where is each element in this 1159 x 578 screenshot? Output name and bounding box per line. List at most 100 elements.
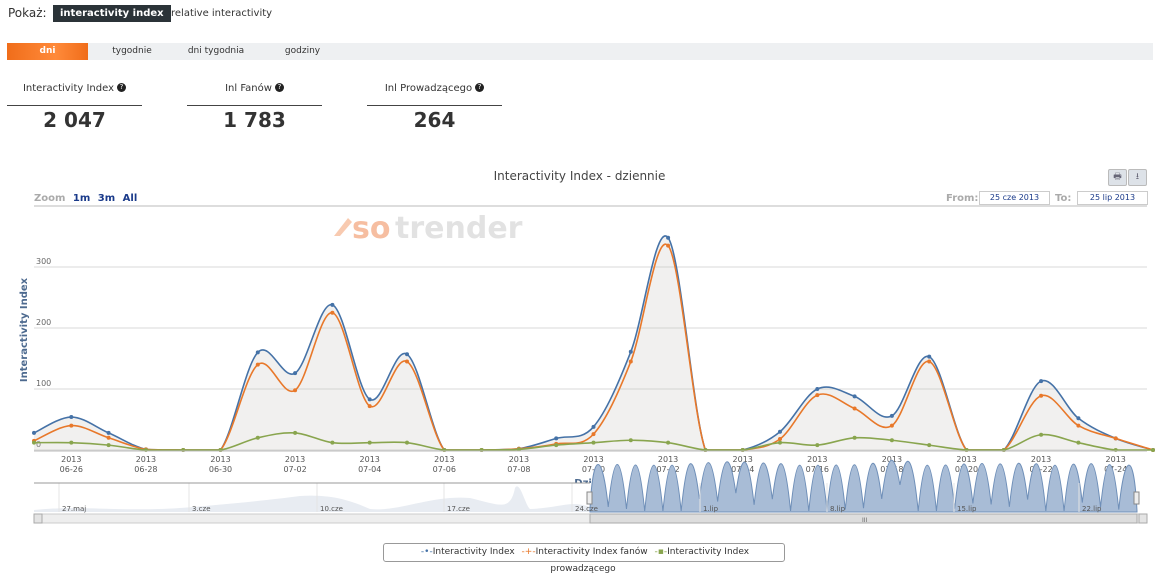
x-tick-label: 06-28 — [134, 465, 157, 474]
x-tick-label: 2013 — [956, 455, 976, 464]
x-tick-label: 2013 — [583, 455, 603, 464]
x-tick-label: 07-24 — [1104, 465, 1127, 474]
tab-dni-tygodnia[interactable]: dni tygodnia — [187, 46, 245, 56]
navigator-area-out — [34, 486, 590, 512]
navigator-label: 24.cze — [575, 505, 598, 513]
legend-marker-icon: -+- — [521, 547, 536, 557]
data-point — [405, 359, 409, 364]
navigator-label: 17.cze — [447, 505, 470, 513]
x-tick-label: 07-04 — [358, 465, 381, 474]
zoom-3m-button[interactable]: 3m — [97, 193, 116, 204]
to-date-input[interactable]: 25 lip 2013 — [1077, 191, 1148, 205]
data-point — [367, 404, 372, 409]
help-icon[interactable]: ? — [475, 83, 485, 92]
navigator-label: 8.lip — [830, 505, 846, 513]
x-tick-label: 2013 — [658, 455, 678, 464]
stat-value: 264 — [413, 108, 456, 132]
stat-label: Inl Prowadzącego — [384, 83, 473, 94]
x-tick-label: 2013 — [285, 455, 305, 464]
data-point — [405, 440, 409, 445]
help-icon[interactable]: ? — [117, 83, 127, 92]
zoom-1m-button[interactable]: 1m — [72, 193, 91, 204]
x-tick-label: 2013 — [434, 455, 454, 464]
data-point — [554, 436, 559, 441]
navigator-label: 1.lip — [703, 505, 719, 513]
data-point — [666, 243, 671, 248]
interactivity-index-button[interactable]: interactivity index — [53, 5, 171, 22]
tab-godziny[interactable]: godziny — [284, 46, 321, 56]
data-point — [330, 440, 335, 445]
zoom-all-button[interactable]: All — [122, 193, 138, 204]
series-line — [33, 235, 1154, 451]
legend-marker-icon: -▪- — [654, 547, 668, 557]
navigator[interactable]: 27.maj 3.cze 10.cze 17.cze 24.cze 1.lip 8.lip 1… — [33, 459, 1148, 524]
x-tick-label: 07-12 — [656, 465, 679, 474]
tab-dni[interactable]: dni — [7, 43, 88, 60]
navigator-label: 15.lip — [957, 505, 977, 513]
stat-label: Inl Fanów — [225, 83, 272, 94]
legend-item-fanow[interactable]: -+-Interactivity Index fanów — [521, 547, 648, 557]
data-point — [666, 235, 671, 240]
data-point — [293, 430, 298, 435]
data-point — [32, 430, 36, 435]
data-point — [591, 432, 596, 437]
zoom-label: Zoom — [34, 193, 66, 204]
data-point — [255, 435, 260, 440]
x-tick-label: 07-22 — [1029, 465, 1052, 474]
data-point — [293, 388, 298, 393]
data-point — [106, 430, 111, 435]
x-tick-label: 2013 — [360, 455, 380, 464]
data-point — [852, 435, 857, 440]
scrollbar-thumb — [589, 513, 1138, 524]
stat-value: 2 047 — [43, 108, 106, 132]
data-point — [1151, 448, 1155, 452]
data-point — [1039, 432, 1044, 437]
x-tick-label: 07-08 — [507, 465, 530, 474]
x-tick-label: 07-10 — [582, 465, 605, 474]
data-point — [1039, 393, 1044, 398]
x-tick-label: 2013 — [61, 455, 81, 464]
help-icon[interactable]: ? — [274, 83, 284, 92]
zoom-selector: Zoom 1m 3m All — [34, 193, 141, 204]
scroll-left-button — [33, 513, 43, 524]
stat-label: Interactivity Index — [22, 83, 115, 94]
interactivity-chart: so trender 0100200300 201306-26201306-28… — [19, 205, 1155, 524]
data-point — [293, 371, 298, 376]
data-point — [591, 440, 596, 445]
data-point — [778, 429, 782, 434]
data-point — [255, 362, 260, 367]
data-point — [927, 359, 932, 364]
data-point — [852, 406, 857, 411]
download-icon[interactable]: ⭳ — [1128, 169, 1147, 186]
legend-item-interactivity-index[interactable]: -•-Interactivity Index — [420, 547, 515, 557]
data-point — [778, 440, 782, 445]
x-tick-label: 2013 — [882, 455, 902, 464]
x-tick-label: 2013 — [136, 455, 156, 464]
data-point — [666, 440, 671, 445]
from-label: From: — [946, 193, 979, 204]
data-point — [330, 310, 335, 315]
y-tick-label: 200 — [36, 318, 51, 327]
x-tick-label: 2013 — [807, 455, 827, 464]
stat-interactivity-index: Interactivity Index? 2 047 — [7, 83, 142, 132]
tab-tygodnie[interactable]: tygodnie — [112, 46, 152, 56]
from-date-input[interactable]: 25 cze 2013 — [979, 191, 1050, 205]
sotrender-watermark: so trender — [334, 211, 523, 246]
data-point — [628, 438, 633, 443]
printer-icon[interactable]: 🖶 — [1108, 169, 1127, 186]
data-point — [852, 394, 857, 399]
to-label: To: — [1055, 193, 1072, 204]
legend-marker-icon: -•- — [420, 547, 433, 557]
series-area — [34, 235, 1153, 450]
chart-title: Interactivity Index - dziennie — [493, 169, 666, 183]
data-point — [32, 440, 36, 445]
data-point — [815, 393, 820, 398]
y-tick-label: 0 — [36, 440, 41, 449]
data-point — [889, 413, 894, 418]
data-point — [405, 352, 409, 357]
data-point — [889, 423, 894, 428]
relative-interactivity-button[interactable]: relative interactivity — [171, 8, 273, 19]
x-tick-label: 07-02 — [283, 465, 306, 474]
stat-inl-prowadzacego: Inl Prowadzącego? 264 — [367, 83, 502, 132]
data-point — [815, 387, 820, 391]
